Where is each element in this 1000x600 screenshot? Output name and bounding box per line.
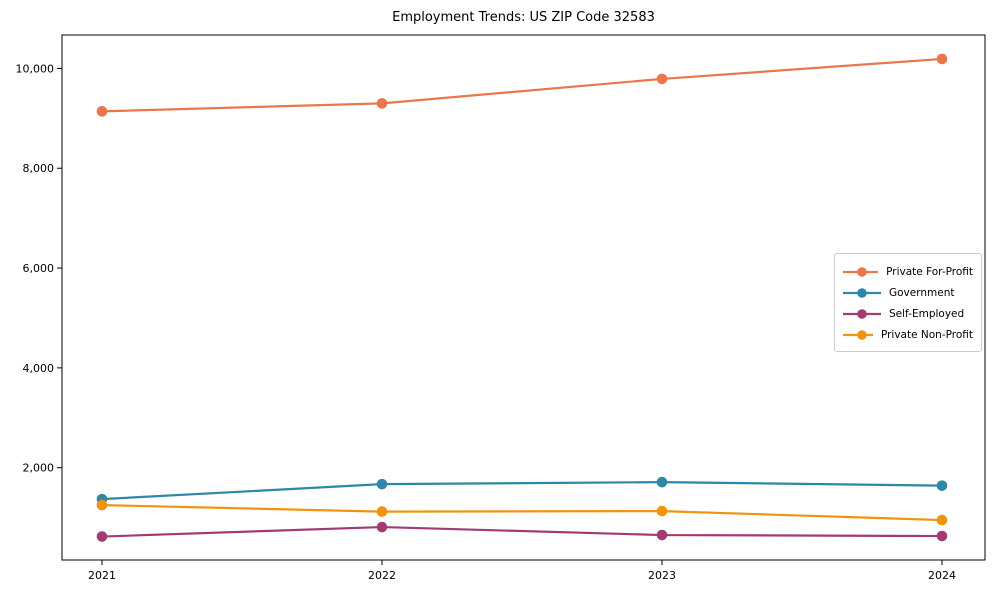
x-tick-label: 2022 — [368, 569, 396, 582]
series-marker-private-non-profit — [936, 514, 948, 526]
series-marker-private-for-profit — [936, 53, 948, 65]
legend-label: Private Non-Profit — [880, 328, 973, 341]
series-marker-private-for-profit — [96, 106, 108, 117]
y-tick-label: 6,000 — [23, 262, 55, 275]
series-marker-self-employed — [656, 529, 668, 541]
series-marker-self-employed — [936, 530, 948, 542]
legend-label: Private For-Profit — [886, 265, 973, 278]
series-marker-self-employed — [376, 521, 388, 533]
legend: Private For-Profit Government Self-Employe… — [834, 253, 982, 352]
y-tick-label: 10,000 — [16, 62, 55, 75]
y-tick-label: 4,000 — [23, 362, 55, 375]
legend-marker-icon — [843, 329, 873, 340]
x-tick-label: 2023 — [648, 569, 676, 582]
legend-item: Private For-Profit — [843, 261, 973, 282]
series-line-private-for-profit — [101, 57, 943, 113]
x-tick-label: 2021 — [88, 569, 116, 582]
series-marker-private-non-profit — [376, 506, 388, 517]
series-line-private-non-profit — [101, 504, 943, 522]
series-marker-government — [376, 478, 388, 490]
series-marker-government — [936, 480, 948, 491]
series-marker-private-for-profit — [376, 98, 388, 109]
legend-item: Government — [843, 282, 973, 303]
legend-label: Self-Employed — [889, 307, 965, 320]
series-marker-government — [656, 476, 668, 488]
legend-item: Private Non-Profit — [843, 324, 973, 345]
legend-marker-icon — [843, 266, 879, 277]
legend-marker-icon — [843, 308, 881, 319]
series-line-self-employed — [101, 525, 943, 538]
series-marker-self-employed — [96, 531, 108, 542]
y-tick-label: 2,000 — [23, 462, 55, 475]
series-marker-private-for-profit — [656, 73, 668, 85]
plot-frame — [61, 34, 986, 561]
legend-marker-icon — [843, 287, 881, 298]
x-tick-label: 2024 — [928, 569, 956, 582]
series-marker-private-non-profit — [656, 505, 668, 517]
y-tick-label: 8,000 — [23, 162, 55, 175]
series-marker-private-non-profit — [96, 499, 108, 511]
legend-item: Self-Employed — [843, 303, 973, 324]
series-line-government — [101, 481, 943, 501]
chart-title: Employment Trends: US ZIP Code 32583 — [392, 10, 655, 25]
legend-label: Government — [889, 286, 955, 299]
